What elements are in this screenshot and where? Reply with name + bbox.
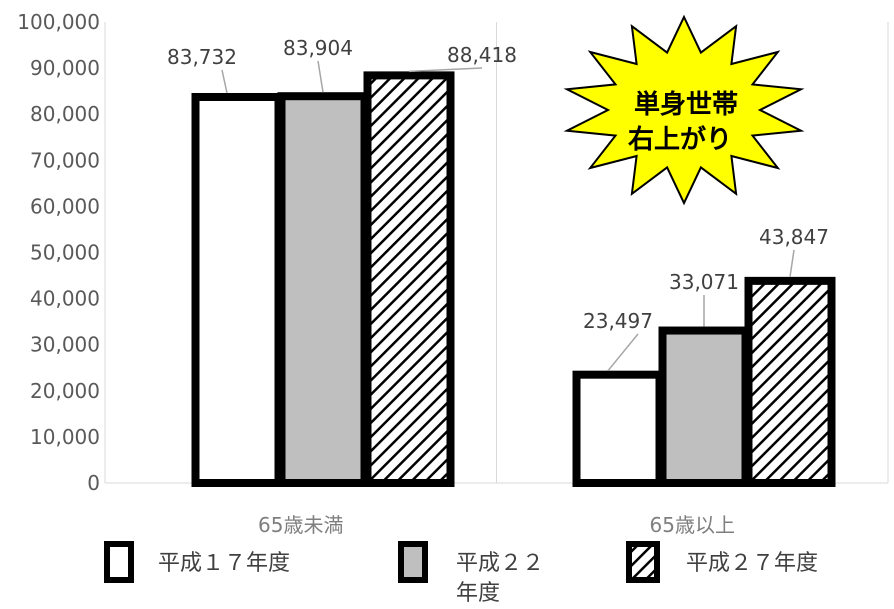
y-tick-label: 100,000 xyxy=(17,10,100,34)
legend-label-3: 平成２７年度 xyxy=(686,551,819,576)
y-tick-label: 50,000 xyxy=(30,241,100,265)
starburst-annotation: 単身世帯 右上がり xyxy=(563,14,805,206)
starburst-shape xyxy=(563,14,805,206)
data-label: 88,418 xyxy=(447,43,517,67)
data-label: 83,732 xyxy=(167,45,237,69)
y-axis: 0 10,000 20,000 30,000 40,000 50,000 60,000 70,… xyxy=(17,10,100,495)
legend-swatch-2 xyxy=(398,541,428,583)
bar xyxy=(572,370,664,487)
y-tick-label: 90,000 xyxy=(30,56,100,80)
y-tick-label: 30,000 xyxy=(30,333,100,357)
annotation-line-1: 単身世帯 xyxy=(634,89,738,120)
legend-swatch-1 xyxy=(104,541,134,583)
y-tick-label: 80,000 xyxy=(30,102,100,126)
legend-label-2: 平成２２ 年度 xyxy=(456,549,544,609)
y-tick-label: 10,000 xyxy=(30,425,100,449)
legend-label-2-line-1: 平成２２ xyxy=(456,551,545,576)
data-label: 83,904 xyxy=(283,36,353,60)
category-label: 65歳以上 xyxy=(650,513,735,537)
leader-line xyxy=(317,60,324,93)
bar xyxy=(744,276,836,487)
bar xyxy=(658,326,750,487)
y-tick-label: 70,000 xyxy=(30,148,100,172)
data-labels: 83,732 83,904 88,418 23,497 33,071 43,847 xyxy=(167,36,829,333)
bar-group xyxy=(191,71,836,488)
legend-label-1: 平成１７年度 xyxy=(158,551,291,576)
data-label: 23,497 xyxy=(583,309,653,333)
leader-line xyxy=(789,249,795,277)
bar xyxy=(363,71,455,488)
leader-line xyxy=(221,69,228,94)
y-tick-label: 0 xyxy=(87,471,100,495)
y-tick-label: 60,000 xyxy=(30,194,100,218)
bar xyxy=(277,92,369,488)
legend-label-2-line-2: 年度 xyxy=(456,581,501,606)
data-label: 33,071 xyxy=(669,270,739,294)
y-tick-label: 40,000 xyxy=(30,287,100,311)
legend-swatch-3 xyxy=(626,541,660,583)
annotation-line-2: 右上がり xyxy=(628,124,732,155)
leader-line xyxy=(408,67,483,73)
data-label: 43,847 xyxy=(759,225,829,249)
leader-line xyxy=(607,333,639,372)
x-axis: 65歳未満 65歳以上 xyxy=(258,513,735,537)
category-label: 65歳未満 xyxy=(258,513,343,537)
label-leader-lines xyxy=(221,60,795,372)
bar xyxy=(191,92,283,487)
y-tick-label: 20,000 xyxy=(30,379,100,403)
